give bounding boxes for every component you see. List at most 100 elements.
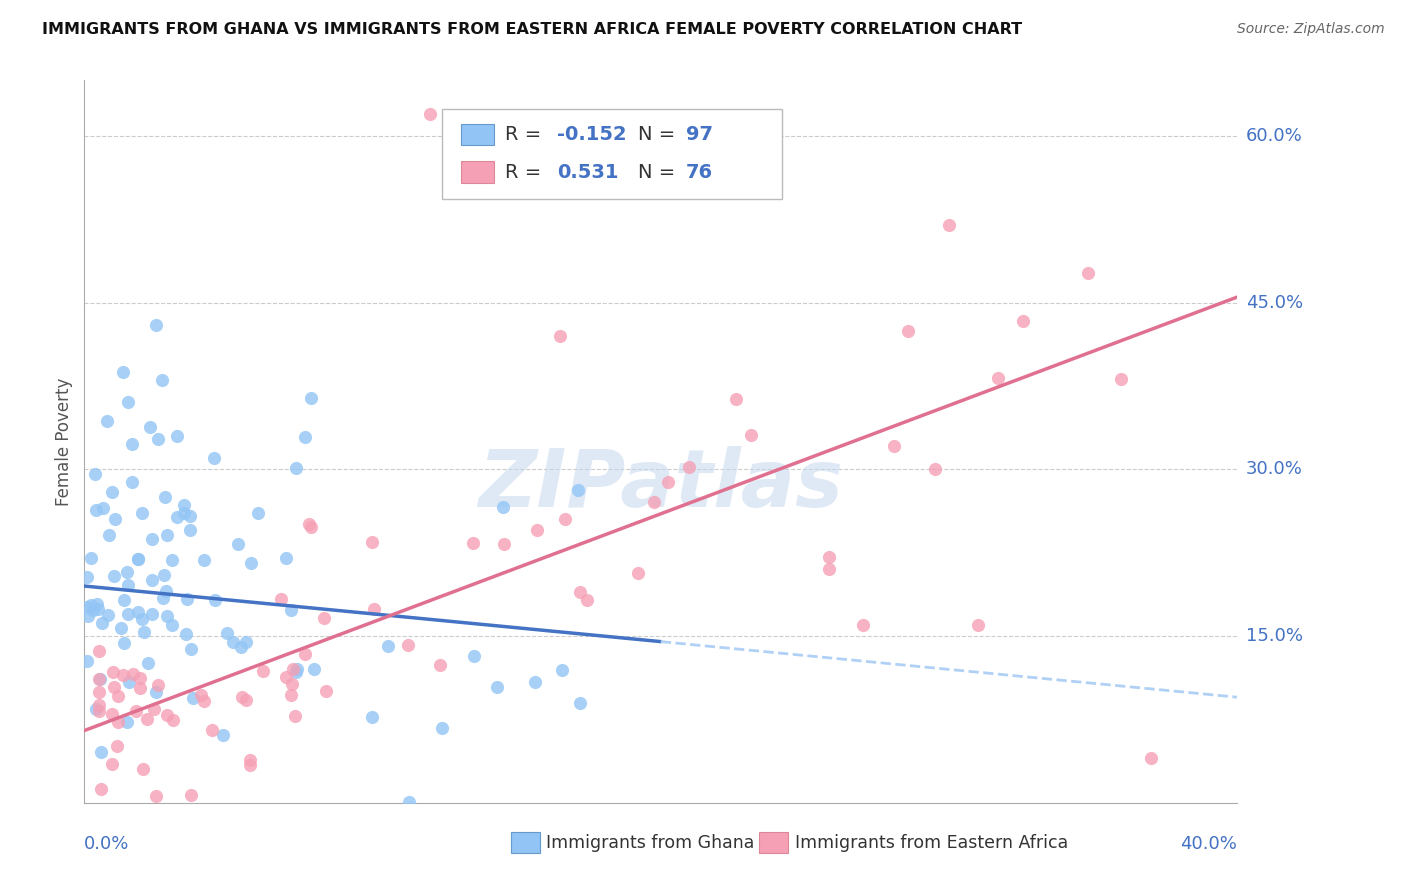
Point xyxy=(285,662,308,676)
Point xyxy=(160,618,183,632)
Point xyxy=(141,532,163,546)
Point xyxy=(131,612,153,626)
Point xyxy=(239,753,262,767)
Point xyxy=(657,475,679,490)
Point xyxy=(156,708,179,723)
Point xyxy=(84,502,107,516)
Point xyxy=(430,721,453,735)
Point xyxy=(148,678,170,692)
Point xyxy=(817,550,839,565)
Point xyxy=(361,535,384,549)
Point xyxy=(235,634,257,648)
Point xyxy=(281,662,304,676)
Point xyxy=(302,662,325,676)
Point xyxy=(117,395,139,409)
Point xyxy=(181,691,204,706)
Point xyxy=(463,648,485,663)
Point xyxy=(103,568,125,582)
Point xyxy=(231,690,253,705)
Point xyxy=(551,663,574,677)
Point xyxy=(135,712,157,726)
Point xyxy=(96,414,118,428)
Point xyxy=(229,640,252,655)
Text: 0.531: 0.531 xyxy=(557,162,619,182)
FancyBboxPatch shape xyxy=(441,109,782,200)
Point xyxy=(155,584,177,599)
Point xyxy=(128,681,150,696)
Point xyxy=(117,607,139,621)
Point xyxy=(138,420,160,434)
Point xyxy=(142,702,165,716)
Point xyxy=(87,704,110,718)
Point xyxy=(101,665,124,679)
Text: R =: R = xyxy=(505,162,548,182)
Text: R =: R = xyxy=(505,125,548,144)
Point xyxy=(100,757,122,772)
Text: 76: 76 xyxy=(686,162,713,182)
Point xyxy=(429,658,451,673)
Y-axis label: Female Poverty: Female Poverty xyxy=(55,377,73,506)
Point xyxy=(294,647,316,661)
Text: 97: 97 xyxy=(686,125,713,144)
Point xyxy=(162,713,184,727)
Point xyxy=(299,520,322,534)
Point xyxy=(240,556,263,570)
Point xyxy=(852,618,875,632)
Point xyxy=(89,673,111,687)
Point xyxy=(153,490,176,504)
Text: 30.0%: 30.0% xyxy=(1246,460,1302,478)
Point xyxy=(280,602,302,616)
Text: 0.0%: 0.0% xyxy=(84,835,129,854)
Point xyxy=(87,685,110,699)
Point xyxy=(212,728,235,742)
Point xyxy=(526,523,548,537)
Point xyxy=(146,432,169,446)
Point xyxy=(110,620,132,634)
Point xyxy=(396,638,419,652)
Point xyxy=(492,536,515,550)
Point xyxy=(112,636,135,650)
Point xyxy=(419,106,441,120)
Point xyxy=(103,681,125,695)
Point xyxy=(141,607,163,621)
Point xyxy=(252,665,274,679)
Point xyxy=(190,688,212,702)
Point xyxy=(121,436,143,450)
Point xyxy=(82,603,104,617)
Text: Immigrants from Ghana: Immigrants from Ghana xyxy=(546,833,754,852)
Text: ZIPatlas: ZIPatlas xyxy=(478,446,844,524)
Point xyxy=(101,485,124,500)
Point xyxy=(76,570,98,584)
Point xyxy=(145,685,167,699)
Point xyxy=(643,495,665,509)
Text: 40.0%: 40.0% xyxy=(1181,835,1237,854)
Point xyxy=(166,510,188,524)
Point xyxy=(115,566,138,580)
Point xyxy=(80,551,103,566)
Point xyxy=(200,723,222,737)
Point xyxy=(678,459,700,474)
Point xyxy=(91,615,114,630)
Point xyxy=(548,329,571,343)
Point xyxy=(145,789,167,804)
Text: -0.152: -0.152 xyxy=(557,125,627,144)
Point xyxy=(117,578,139,592)
Point xyxy=(152,591,174,605)
Point xyxy=(938,218,960,232)
FancyBboxPatch shape xyxy=(510,831,540,854)
Text: IMMIGRANTS FROM GHANA VS IMMIGRANTS FROM EASTERN AFRICA FEMALE POVERTY CORRELATI: IMMIGRANTS FROM GHANA VS IMMIGRANTS FROM… xyxy=(42,22,1022,37)
Point xyxy=(554,512,576,526)
Point xyxy=(987,370,1010,384)
Point xyxy=(270,591,292,606)
FancyBboxPatch shape xyxy=(461,124,494,145)
Point xyxy=(173,499,195,513)
Text: N =: N = xyxy=(638,125,682,144)
Point xyxy=(193,553,215,567)
Point xyxy=(160,552,183,566)
Point xyxy=(239,757,262,772)
Point xyxy=(127,551,149,566)
Point xyxy=(485,680,508,694)
Point xyxy=(112,593,135,607)
Point xyxy=(173,507,195,521)
Point xyxy=(176,592,198,607)
